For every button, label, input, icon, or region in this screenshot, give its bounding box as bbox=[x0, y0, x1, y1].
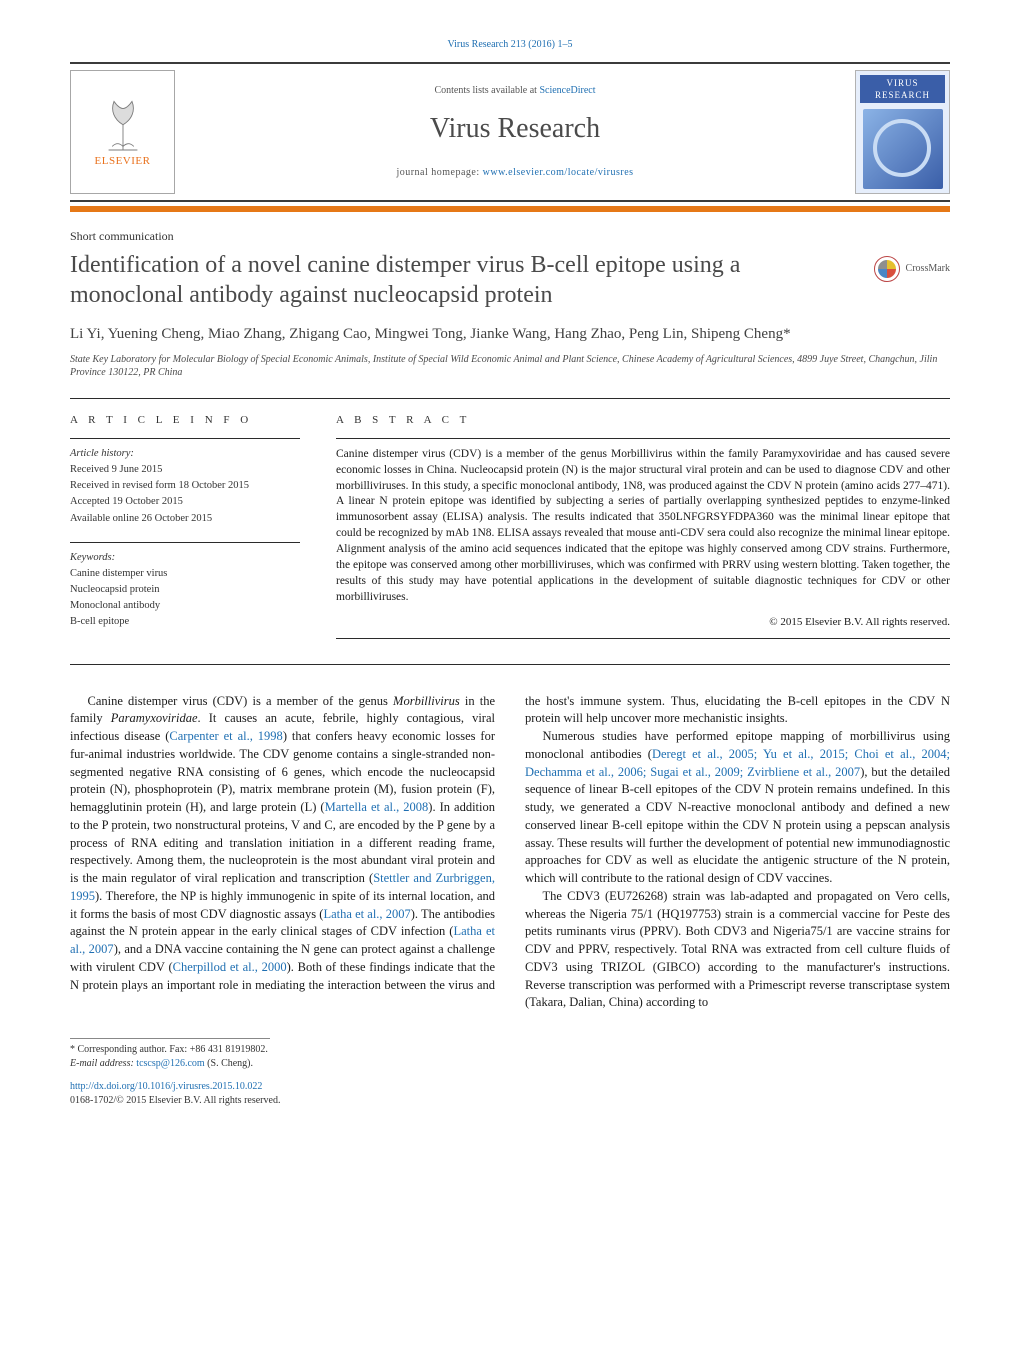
abstract-rule-bottom bbox=[336, 638, 950, 639]
header-center: Contents lists available at ScienceDirec… bbox=[189, 70, 841, 194]
doi-block: http://dx.doi.org/10.1016/j.virusres.201… bbox=[70, 1080, 950, 1107]
citation-link[interactable]: Carpenter et al., 1998 bbox=[169, 729, 282, 743]
contents-lists-line: Contents lists available at ScienceDirec… bbox=[434, 84, 595, 98]
email-label: E-mail address: bbox=[70, 1058, 136, 1069]
info-rule bbox=[70, 438, 300, 439]
body-text: Canine distemper virus (CDV) is a member… bbox=[70, 693, 950, 1013]
citation-link[interactable]: Cherpillod et al., bbox=[173, 960, 258, 974]
citation-link[interactable]: Martella et al., 2008 bbox=[325, 800, 429, 814]
running-head-link[interactable]: Virus Research 213 (2016) 1–5 bbox=[448, 39, 573, 50]
body-para-3: The CDV3 (EU726268) strain was lab-adapt… bbox=[525, 888, 950, 1012]
abstract-copyright: © 2015 Elsevier B.V. All rights reserved… bbox=[336, 615, 950, 630]
orange-rule bbox=[70, 206, 950, 212]
authors: Li Yi, Yuening Cheng, Miao Zhang, Zhigan… bbox=[70, 324, 950, 345]
publisher-label: ELSEVIER bbox=[95, 154, 151, 169]
abstract-text: Canine distemper virus (CDV) is a member… bbox=[336, 447, 950, 606]
keyword: Canine distemper virus bbox=[70, 567, 300, 581]
doi-link[interactable]: http://dx.doi.org/10.1016/j.virusres.201… bbox=[70, 1081, 262, 1092]
crossmark-badge[interactable]: CrossMark bbox=[874, 250, 950, 282]
email-link[interactable]: tcscsp@126.com bbox=[136, 1058, 204, 1069]
keywords-title: Keywords: bbox=[70, 551, 300, 565]
keyword: Nucleocapsid protein bbox=[70, 583, 300, 597]
abstract-col: A B S T R A C T Canine distemper virus (… bbox=[336, 413, 950, 646]
affiliation: State Key Laboratory for Molecular Biolo… bbox=[70, 353, 950, 380]
abstract-heading: A B S T R A C T bbox=[336, 413, 950, 428]
journal-homepage: journal homepage: www.elsevier.com/locat… bbox=[396, 166, 633, 180]
t: Morbillivirus bbox=[393, 694, 460, 708]
abstract-rule bbox=[336, 438, 950, 439]
issn-copyright: 0168-1702/© 2015 Elsevier B.V. All right… bbox=[70, 1095, 280, 1106]
article-info-heading: A R T I C L E I N F O bbox=[70, 413, 300, 428]
keyword: B-cell epitope bbox=[70, 615, 300, 629]
history-title: Article history: bbox=[70, 447, 300, 461]
history-line: Received in revised form 18 October 2015 bbox=[70, 479, 300, 493]
contents-pre: Contents lists available at bbox=[434, 85, 539, 96]
journal-cover: VIRUS RESEARCH bbox=[855, 70, 950, 194]
journal-home-label: journal homepage: bbox=[396, 167, 482, 178]
history-line: Received 9 June 2015 bbox=[70, 463, 300, 477]
crossmark-icon bbox=[874, 256, 900, 282]
history-line: Available online 26 October 2015 bbox=[70, 512, 300, 526]
email-tail: (S. Cheng). bbox=[205, 1058, 253, 1069]
journal-title: Virus Research bbox=[430, 110, 600, 148]
footnotes: * Corresponding author. Fax: +86 431 819… bbox=[70, 1038, 270, 1070]
info-rule bbox=[70, 542, 300, 543]
article-type: Short communication bbox=[70, 228, 950, 244]
crossmark-label: CrossMark bbox=[906, 262, 950, 276]
corresponding-author: * Corresponding author. Fax: +86 431 819… bbox=[70, 1043, 270, 1057]
citation-link[interactable]: 2000 bbox=[262, 960, 287, 974]
rule-above-info bbox=[70, 398, 950, 399]
journal-header: ELSEVIER Contents lists available at Sci… bbox=[70, 62, 950, 202]
history-line: Accepted 19 October 2015 bbox=[70, 495, 300, 509]
t: Paramyxoviridae bbox=[111, 711, 198, 725]
journal-cover-title: VIRUS RESEARCH bbox=[860, 75, 945, 103]
rule-above-body bbox=[70, 664, 950, 665]
paper-title: Identification of a novel canine distemp… bbox=[70, 250, 860, 310]
publisher-logo-box: ELSEVIER bbox=[70, 70, 175, 194]
elsevier-tree-icon bbox=[96, 94, 150, 152]
running-head: Virus Research 213 (2016) 1–5 bbox=[70, 38, 950, 52]
t: Canine distemper virus (CDV) is a member… bbox=[88, 694, 394, 708]
journal-home-link[interactable]: www.elsevier.com/locate/virusres bbox=[483, 167, 634, 178]
article-info-col: A R T I C L E I N F O Article history: R… bbox=[70, 413, 300, 646]
t: ), but the detailed sequence of linear B… bbox=[525, 765, 950, 886]
journal-cover-art bbox=[863, 109, 943, 189]
sciencedirect-link[interactable]: ScienceDirect bbox=[539, 85, 595, 96]
body-para-2: Numerous studies have performed epitope … bbox=[525, 728, 950, 888]
citation-link[interactable]: Latha et al., 2007 bbox=[323, 907, 410, 921]
email-line: E-mail address: tcscsp@126.com (S. Cheng… bbox=[70, 1057, 270, 1071]
keyword: Monoclonal antibody bbox=[70, 599, 300, 613]
